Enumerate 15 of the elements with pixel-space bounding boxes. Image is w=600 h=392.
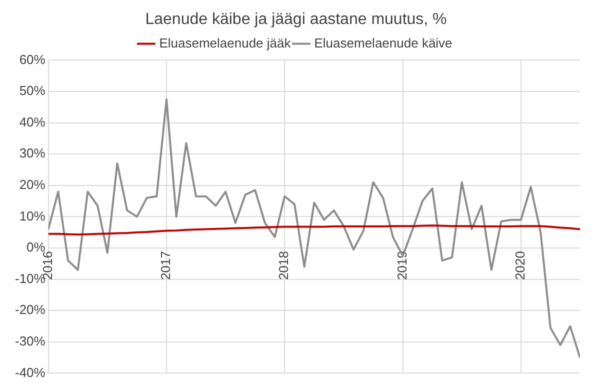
x-tick-label: 2020 — [512, 251, 528, 280]
chart-title: Laenude käibe ja jäägi aastane muutus, % — [145, 11, 447, 28]
legend-label: Eluasemelaenude käive — [314, 35, 452, 50]
x-tick-label: 2018 — [276, 251, 292, 280]
y-tick-label: 60% — [19, 52, 46, 67]
y-tick-label: 30% — [19, 146, 46, 161]
legend-label: Eluasemelaenude jääk — [159, 35, 292, 50]
y-tick-label: 10% — [19, 208, 46, 224]
y-tick-label: -40% — [14, 364, 46, 380]
y-tick-label: -30% — [14, 333, 46, 348]
y-tick-label: 40% — [19, 114, 46, 130]
y-tick-label: -20% — [14, 302, 46, 318]
x-tick-label: 2017 — [158, 251, 174, 280]
y-tick-label: 20% — [19, 176, 46, 192]
y-tick-label: 50% — [19, 83, 46, 98]
